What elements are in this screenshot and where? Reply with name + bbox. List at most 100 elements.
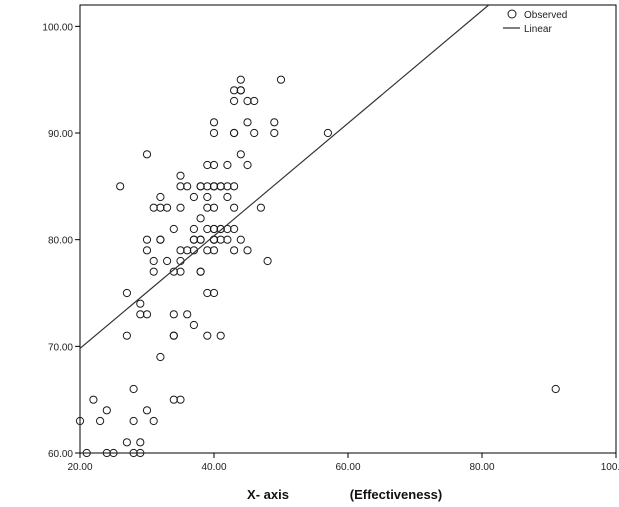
data-point [75,416,85,426]
data-point [196,214,205,223]
data-point [209,203,219,212]
data-point [323,128,332,138]
legend-linear-label: Linear [524,24,552,35]
data-point [149,416,158,426]
data-point [176,267,185,276]
data-point [142,246,152,255]
data-point [169,310,178,319]
data-marks [75,5,560,458]
data-point [223,235,232,244]
data-point [176,171,185,180]
data-point [196,267,205,276]
data-point [256,203,265,212]
data-point [136,448,145,458]
data-point [122,331,132,340]
y-tick-label: 70.00 [48,342,73,353]
x-axis-title-suffix: (Effectiveness) [350,487,442,502]
data-point [209,160,219,170]
data-point [156,352,165,362]
data-point [203,192,212,202]
x-tick-label: 20.00 [67,462,92,473]
data-point [142,150,152,159]
data-point [109,448,118,458]
data-point [223,160,232,170]
data-point [169,224,178,234]
data-point [250,128,259,138]
data-point [156,235,165,244]
series-linear-line [80,5,490,349]
data-point [149,267,158,276]
data-point [102,448,111,458]
data-point [236,86,245,95]
data-point [209,118,219,127]
x-axis-title-group: X- axis (Effectiveness) [247,487,442,502]
data-point [122,438,132,447]
data-point [189,192,198,202]
data-point [243,246,252,255]
x-tick-label: 100.00 [601,462,619,473]
data-point [223,192,232,202]
data-point [230,128,239,138]
data-point [183,310,192,319]
data-point [142,406,152,415]
data-point [183,182,192,191]
x-tick-label: 80.00 [469,462,494,473]
data-point [230,203,239,212]
x-axis-title: X- axis [247,487,289,502]
data-point [236,75,245,84]
data-point [209,246,219,255]
data-point [236,235,245,244]
data-point [243,118,252,127]
y-tick-label: 80.00 [48,236,73,247]
data-point [189,224,198,234]
data-point [163,203,172,212]
data-point [551,384,560,394]
data-point [250,96,259,106]
data-point [216,331,225,340]
data-point [96,416,105,426]
data-point [142,235,152,244]
legend: Observed Linear [503,9,567,35]
data-point [102,406,111,415]
data-point [129,384,138,394]
data-point [89,395,98,404]
axes: 20.00 40.00 60.00 80.00 100.00 60.00 70.00 80.0… [42,22,619,473]
data-point [82,448,91,458]
data-point [263,256,272,266]
data-point [236,150,245,159]
data-point [136,299,145,308]
x-tick-label: 40.00 [201,462,226,473]
data-point [149,256,158,266]
data-point [196,235,205,244]
data-point [176,203,185,212]
data-point [129,416,138,426]
data-point [230,224,239,234]
data-point [163,256,172,266]
data-point [116,182,125,191]
data-point [122,288,132,298]
data-point [189,320,198,330]
data-point [156,192,165,202]
y-tick-label: 90.00 [48,129,73,140]
data-point [142,310,152,319]
data-point [230,96,239,106]
data-point [169,331,178,340]
data-point [230,246,239,255]
y-tick-label: 100.00 [42,22,73,33]
x-tick-label: 60.00 [335,462,360,473]
data-point [230,182,239,191]
data-point [243,160,252,170]
data-point [270,118,279,127]
data-point [209,288,219,298]
legend-observed-marker [507,9,517,19]
data-point [176,395,185,404]
data-point [136,438,145,447]
data-point [209,128,219,138]
data-point [276,75,286,84]
legend-observed-label: Observed [524,10,567,21]
y-tick-label: 60.00 [48,449,73,460]
data-point [270,128,279,138]
data-point [203,331,212,340]
